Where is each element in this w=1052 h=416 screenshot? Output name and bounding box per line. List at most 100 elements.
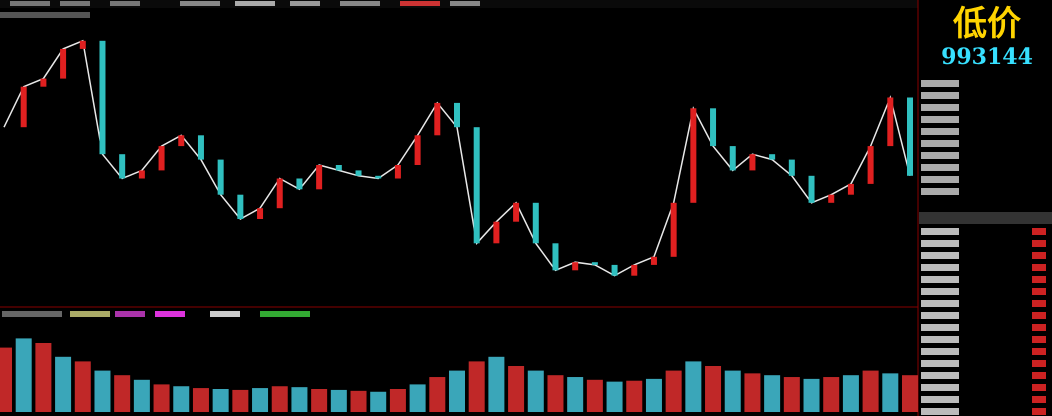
volume-bar [724, 370, 741, 412]
stock-name: 低价 [953, 4, 1021, 44]
candle [158, 146, 165, 171]
candle [591, 262, 598, 265]
panel-row [921, 128, 959, 135]
stock-badge: 低价 993144 [922, 4, 1052, 70]
candle [276, 178, 283, 209]
panel-row [921, 176, 959, 183]
volume-bar [350, 390, 367, 412]
panel-row [921, 348, 959, 355]
candle [454, 102, 460, 128]
candle [20, 86, 27, 128]
candle [40, 78, 47, 87]
candle [887, 97, 894, 147]
candle [670, 202, 677, 257]
candle [296, 178, 303, 190]
panel-value [1032, 336, 1046, 343]
panel-value [1032, 300, 1046, 307]
volume-bar [370, 391, 387, 412]
volume-bar [271, 386, 288, 412]
volume-bar [232, 389, 249, 412]
candle [257, 208, 264, 219]
panel-row [921, 324, 959, 331]
panel-row [921, 188, 959, 195]
volume-bar [468, 361, 485, 412]
candle [217, 159, 224, 195]
candle [394, 165, 401, 179]
candle [99, 40, 106, 155]
panel-row [921, 240, 959, 247]
candle [552, 243, 559, 271]
stock-code: 993144 [941, 44, 1033, 70]
volume-bar [252, 388, 269, 412]
panel-row [921, 360, 959, 367]
volume-bar [567, 377, 584, 412]
panel-value [1032, 348, 1046, 355]
panel-row [921, 408, 959, 415]
volume-bar [449, 370, 465, 412]
panel-row [921, 140, 959, 147]
panel-row [921, 384, 959, 391]
volume-bar [409, 384, 426, 412]
candle [197, 135, 204, 160]
volume-bar [508, 366, 525, 412]
panel-value [1032, 288, 1046, 295]
volume-bar [645, 378, 662, 412]
candle [513, 202, 520, 222]
panel-value [1032, 228, 1046, 235]
candle [414, 135, 421, 165]
candle [572, 262, 579, 271]
volume-bar [311, 389, 328, 412]
panel-row [921, 288, 959, 295]
volume-bar [330, 389, 347, 412]
volume-bar [705, 366, 722, 412]
candle [650, 256, 657, 265]
toolbar [0, 0, 918, 317]
panel-row [921, 252, 959, 259]
candle [355, 170, 362, 176]
volume-bar [842, 375, 859, 412]
candle [769, 154, 776, 160]
candle [79, 40, 86, 49]
panel-value [1032, 372, 1046, 379]
panel-row [921, 164, 959, 171]
panel-row [921, 336, 959, 343]
volume-bar [586, 379, 603, 412]
candle [375, 175, 382, 179]
panel-row [921, 300, 959, 307]
volume-bar [665, 370, 682, 412]
candle [631, 264, 638, 276]
panel-row [921, 312, 959, 319]
panel-row [921, 92, 959, 99]
volume-bar [291, 387, 308, 412]
candle [847, 183, 854, 195]
panel-row [921, 104, 959, 111]
volume-bar [547, 375, 564, 412]
side-panel [919, 212, 1052, 224]
volume-bar [882, 373, 899, 412]
candle [493, 221, 500, 244]
panel-row [921, 228, 959, 235]
candle [473, 127, 480, 244]
volume-bar [173, 386, 190, 412]
panel-value [1032, 276, 1046, 283]
panel-row [921, 116, 959, 123]
panel-value [1032, 264, 1046, 271]
candle [808, 175, 815, 203]
candle [611, 264, 618, 276]
volume-bar [153, 384, 170, 412]
candle [335, 165, 342, 171]
volume-bar [527, 370, 544, 412]
candle [434, 102, 441, 136]
panel-value [1032, 360, 1046, 367]
volume-bar [764, 375, 781, 412]
panel-row [921, 152, 959, 159]
candle [237, 194, 244, 219]
candle [867, 146, 874, 184]
candle [710, 108, 717, 147]
panel-value [1032, 252, 1046, 259]
panel-value [1032, 240, 1046, 247]
candle [788, 159, 795, 176]
volume-bar [685, 361, 702, 412]
volume-bar [35, 343, 52, 412]
